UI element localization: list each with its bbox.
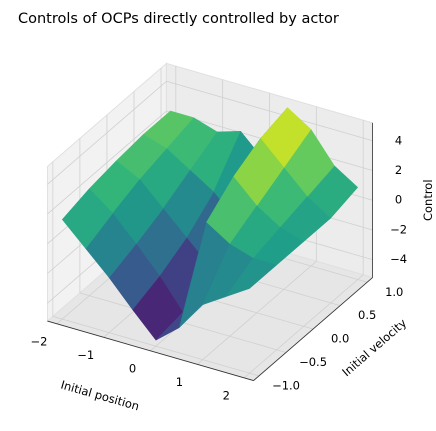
surface-patch [225, 257, 278, 298]
y-tick-label: −0.5 [299, 355, 327, 369]
z-tick-label: 0 [395, 193, 402, 207]
y-tick-label: 1.0 [385, 285, 403, 299]
x-tick-label: −1 [77, 348, 94, 362]
z-tick-label: −2 [390, 222, 407, 236]
z-tick-label: 4 [395, 133, 402, 147]
z-tick-label: −4 [390, 252, 407, 266]
x-tick-label: 2 [223, 389, 230, 403]
y-tick-label: 0.0 [331, 332, 349, 346]
grid-line [47, 110, 167, 215]
grid-line [47, 80, 167, 185]
x-tick-label: 0 [129, 362, 136, 376]
axis-line [253, 277, 373, 381]
x-tick-label: 1 [176, 375, 183, 389]
y-tick-label: 0.5 [358, 308, 376, 322]
y-axis-label: Initial velocity [339, 316, 409, 379]
grid-line [52, 315, 260, 377]
y-tick-label: −1.0 [272, 378, 300, 392]
z-tick-label: 2 [395, 163, 402, 177]
axis-line [47, 320, 254, 381]
x-tick-label: −2 [30, 335, 47, 349]
chart-title: Controls of OCPs directly controlled by … [18, 11, 339, 27]
surface-patch [61, 188, 114, 249]
z-axis-label: Control [421, 179, 435, 221]
grid-line [166, 80, 373, 142]
x-axis-label: Initial position [59, 378, 141, 414]
